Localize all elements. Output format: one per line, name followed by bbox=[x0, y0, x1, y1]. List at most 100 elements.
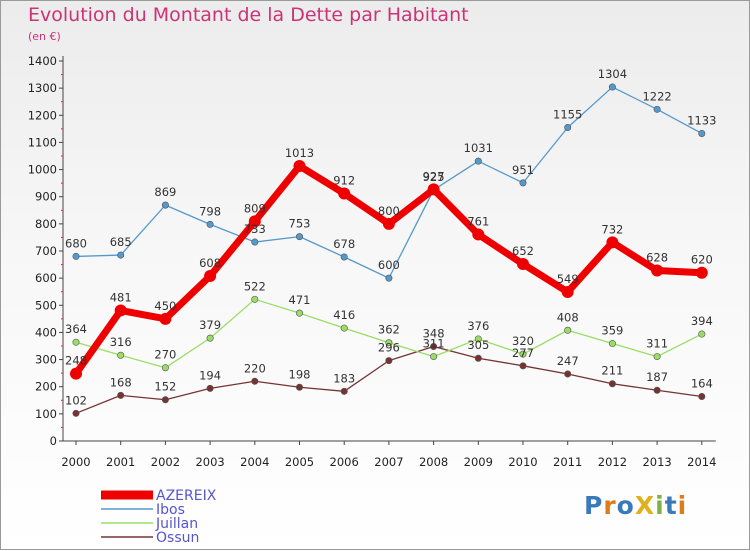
y-tick-label: 1100 bbox=[28, 135, 57, 149]
data-label-juillan: 311 bbox=[646, 337, 668, 351]
data-label-ossun: 211 bbox=[601, 364, 623, 378]
x-tick-label: 2007 bbox=[374, 455, 403, 469]
data-point-azereix bbox=[472, 228, 485, 241]
data-label-juillan: 471 bbox=[289, 293, 311, 307]
data-label-azereix: 912 bbox=[333, 173, 355, 187]
legend-label-ibos: Ibos bbox=[156, 502, 185, 518]
data-point-azereix bbox=[695, 266, 708, 279]
data-label-ossun: 194 bbox=[199, 368, 221, 382]
data-label-azereix: 1013 bbox=[285, 146, 314, 160]
x-tick-label: 2008 bbox=[419, 455, 448, 469]
x-tick-label: 2010 bbox=[508, 455, 537, 469]
data-label-ibos: 680 bbox=[65, 236, 87, 250]
data-point-ibos bbox=[474, 157, 482, 165]
x-tick-label: 2009 bbox=[464, 455, 493, 469]
data-point-ibos bbox=[117, 251, 125, 259]
x-tick-label: 2011 bbox=[553, 455, 582, 469]
data-point-azereix bbox=[382, 217, 395, 230]
data-point-juillan bbox=[340, 324, 348, 332]
data-point-ibos bbox=[653, 105, 661, 113]
y-tick-label: 100 bbox=[35, 407, 57, 421]
logo-letter: i bbox=[655, 491, 665, 520]
data-label-juillan: 362 bbox=[378, 323, 400, 337]
y-tick-label: 1000 bbox=[28, 163, 57, 177]
data-label-ossun: 152 bbox=[154, 380, 176, 394]
data-point-juillan bbox=[653, 353, 661, 361]
data-point-ibos bbox=[72, 252, 80, 260]
data-label-azereix: 732 bbox=[601, 222, 623, 236]
logo-letter: r bbox=[603, 491, 617, 520]
logo-letter: i bbox=[677, 491, 688, 520]
y-tick-label: 700 bbox=[35, 244, 57, 258]
data-point-juillan bbox=[519, 350, 527, 358]
data-label-juillan: 316 bbox=[110, 335, 132, 349]
y-tick-label: 900 bbox=[35, 190, 57, 204]
y-tick-label: 800 bbox=[35, 217, 57, 231]
data-label-azereix: 450 bbox=[154, 299, 176, 313]
data-point-juillan bbox=[385, 339, 393, 347]
data-point-ibos bbox=[608, 83, 616, 91]
data-point-ossun bbox=[251, 377, 259, 385]
data-point-ossun bbox=[653, 386, 661, 394]
data-label-ibos: 678 bbox=[333, 237, 355, 251]
data-label-azereix: 608 bbox=[199, 256, 221, 270]
x-tick-label: 2005 bbox=[285, 455, 314, 469]
data-point-ibos bbox=[295, 233, 303, 241]
logo-letter: t bbox=[664, 491, 678, 520]
data-label-juillan: 379 bbox=[199, 318, 221, 332]
data-point-azereix bbox=[248, 215, 261, 228]
data-point-ossun bbox=[430, 343, 438, 351]
data-label-ossun: 183 bbox=[333, 371, 355, 385]
data-point-azereix bbox=[204, 269, 217, 282]
data-label-ibos: 951 bbox=[512, 163, 534, 177]
data-label-ossun: 198 bbox=[289, 367, 311, 381]
chart-title: Evolution du Montant de la Dette par Hab… bbox=[28, 4, 469, 26]
data-point-azereix bbox=[159, 312, 172, 325]
data-label-ibos: 753 bbox=[289, 217, 311, 231]
data-label-azereix: 549 bbox=[557, 272, 579, 286]
data-label-ossun: 247 bbox=[557, 354, 579, 368]
data-point-ossun bbox=[117, 391, 125, 399]
data-label-azereix: 761 bbox=[467, 214, 489, 228]
data-label-azereix: 652 bbox=[512, 244, 534, 258]
y-tick-label: 400 bbox=[35, 325, 57, 339]
data-point-juillan bbox=[608, 340, 616, 348]
data-point-azereix bbox=[114, 304, 127, 317]
data-point-juillan bbox=[698, 330, 706, 338]
data-point-juillan bbox=[430, 353, 438, 361]
x-tick-label: 2006 bbox=[330, 455, 359, 469]
data-label-ossun: 168 bbox=[110, 375, 132, 389]
data-label-azereix: 927 bbox=[423, 169, 445, 183]
data-label-ibos: 1133 bbox=[687, 113, 716, 127]
data-point-ibos bbox=[519, 179, 527, 187]
data-label-ossun: 277 bbox=[512, 346, 534, 360]
data-point-juillan bbox=[295, 309, 303, 317]
y-tick-label: 1300 bbox=[28, 81, 57, 95]
data-point-ossun bbox=[206, 384, 214, 392]
data-point-juillan bbox=[564, 326, 572, 334]
data-label-azereix: 800 bbox=[378, 204, 400, 218]
data-point-ossun bbox=[295, 383, 303, 391]
data-point-ossun bbox=[519, 362, 527, 370]
data-label-ossun: 102 bbox=[65, 393, 87, 407]
data-point-ossun bbox=[385, 357, 393, 365]
data-label-ibos: 798 bbox=[199, 204, 221, 218]
x-tick-label: 2000 bbox=[61, 455, 90, 469]
data-point-ibos bbox=[251, 238, 259, 246]
data-label-juillan: 376 bbox=[467, 319, 489, 333]
data-point-juillan bbox=[117, 351, 125, 359]
data-label-ibos: 685 bbox=[110, 235, 132, 249]
data-label-ibos: 600 bbox=[378, 258, 400, 272]
data-label-juillan: 270 bbox=[154, 348, 176, 362]
y-tick-label: 1400 bbox=[28, 54, 57, 68]
data-point-ibos bbox=[698, 129, 706, 137]
data-label-juillan: 359 bbox=[601, 324, 623, 338]
data-label-azereix: 620 bbox=[691, 253, 713, 267]
data-point-juillan bbox=[206, 334, 214, 342]
data-label-azereix: 248 bbox=[65, 354, 87, 368]
y-tick-label: 300 bbox=[35, 353, 57, 367]
data-point-azereix bbox=[70, 367, 82, 380]
data-label-ossun: 220 bbox=[244, 361, 266, 375]
data-point-juillan bbox=[72, 338, 80, 346]
